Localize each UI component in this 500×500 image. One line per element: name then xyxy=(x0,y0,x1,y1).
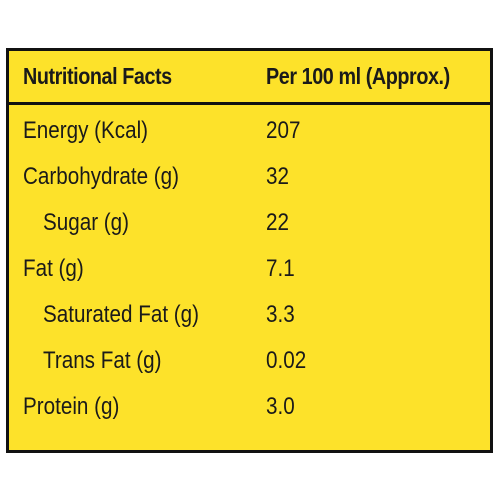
nutrient-value: 3.0 xyxy=(266,393,295,420)
nutrient-name: Protein (g) xyxy=(23,393,120,420)
table-row: Saturated Fat (g) 3.3 xyxy=(9,301,490,347)
nutrient-value: 32 xyxy=(266,163,289,190)
table-row: Fat (g) 7.1 xyxy=(9,255,490,301)
nutrient-name: Saturated Fat (g) xyxy=(43,301,200,328)
header-amount-label: Per 100 ml (Approx.) xyxy=(266,63,450,89)
nutrient-value: 22 xyxy=(266,209,289,236)
nutrition-facts-table: Nutritional Facts Per 100 ml (Approx.) E… xyxy=(6,48,493,453)
table-row: Carbohydrate (g) 32 xyxy=(9,163,490,209)
table-row: Protein (g) 3.0 xyxy=(9,393,490,439)
header-divider xyxy=(9,102,490,105)
nutrient-value: 207 xyxy=(266,117,301,144)
header-nutrient-label: Nutritional Facts xyxy=(23,63,172,89)
nutrient-name: Trans Fat (g) xyxy=(43,347,162,374)
table-row: Sugar (g) 22 xyxy=(9,209,490,255)
table-row: Trans Fat (g) 0.02 xyxy=(9,347,490,393)
nutrient-name: Carbohydrate (g) xyxy=(23,163,180,190)
table-body: Energy (Kcal) 207 Carbohydrate (g) 32 Su… xyxy=(9,117,490,439)
nutrient-value: 7.1 xyxy=(266,255,295,282)
nutrient-name: Fat (g) xyxy=(23,255,84,282)
nutrient-name: Energy (Kcal) xyxy=(23,117,149,144)
nutrient-value: 0.02 xyxy=(266,347,307,374)
nutrient-name: Sugar (g) xyxy=(43,209,130,236)
nutrient-value: 3.3 xyxy=(266,301,295,328)
table-row: Energy (Kcal) 207 xyxy=(9,117,490,163)
table-header: Nutritional Facts Per 100 ml (Approx.) xyxy=(9,51,490,103)
